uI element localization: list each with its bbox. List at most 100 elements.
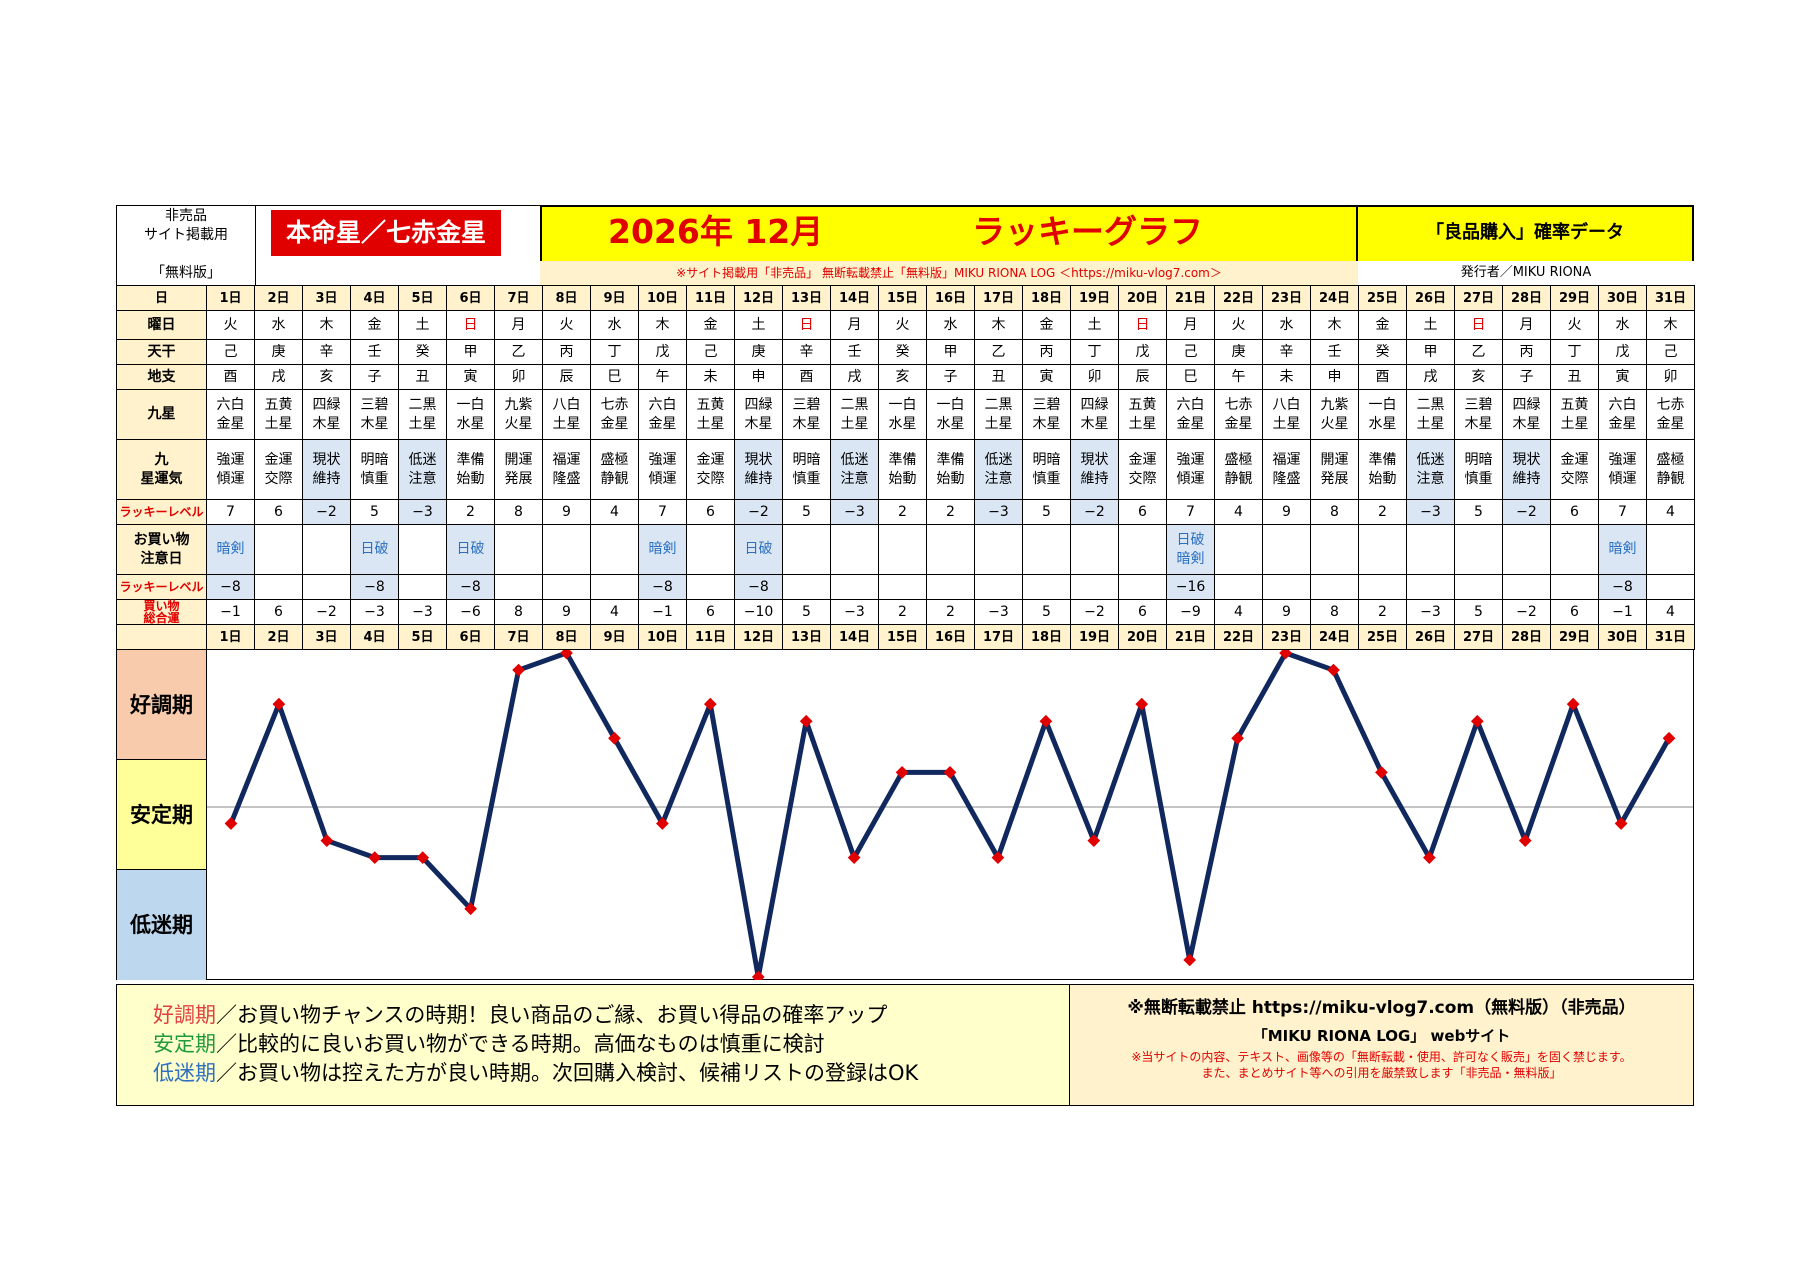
caution-cell (1262, 524, 1311, 575)
day2-cell: 3日 (302, 624, 351, 650)
weekday-cell: 火 (1550, 310, 1599, 340)
total-cell: −10 (734, 599, 783, 625)
level-cell: −3 (830, 499, 879, 525)
weekday-cell: 木 (302, 310, 351, 340)
level2-cell (1214, 574, 1263, 600)
level2-cell (1358, 574, 1407, 600)
weekday-cell: 火 (878, 310, 927, 340)
stem-cell: 己 (686, 339, 735, 365)
level2-cell (1502, 574, 1551, 600)
luck-cell: 低迷 注意 (1406, 439, 1455, 500)
row-day: 日 1日 2日 3日 4日 5日 6日 7日 8日 9日 10日 11日 12日 13日 14日 15日 16日… (116, 285, 1695, 311)
luck-cell: 開運 発展 (1310, 439, 1359, 500)
stem-cell: 甲 (446, 339, 495, 365)
day-cell: 26日 (1406, 285, 1455, 311)
stem-cell: 丙 (542, 339, 591, 365)
branch-cell: 戌 (1406, 364, 1455, 390)
series-line (228, 650, 1672, 980)
luck-cell: 現状 維持 (734, 439, 783, 500)
caution-cell (254, 524, 303, 575)
stem-cell: 辛 (1262, 339, 1311, 365)
row-ninestar: 九星 六白 金星 五黄 土星 四緑 木星 三碧 木星 二黒 土星 一白 水星 九紫 火星 八白 土星 七赤 金星 六白… (116, 389, 1695, 440)
day-cell: 12日 (734, 285, 783, 311)
level-cell: 6 (1550, 499, 1599, 525)
weekday-cell: 土 (1406, 310, 1455, 340)
level2-cell (974, 574, 1023, 600)
day-cell: 15日 (878, 285, 927, 311)
day2-cell: 4日 (350, 624, 399, 650)
stem-cell: 辛 (782, 339, 831, 365)
ninestar-cell: 一白 水星 (1358, 389, 1407, 440)
row-weekday: 曜日火水木金土日月火水木金土日月火水木金土日月火水木金土日月火水木 (116, 310, 1695, 340)
ninestar-cell: 一白 水星 (926, 389, 975, 440)
stem-cell: 戊 (638, 339, 687, 365)
row-label-day2 (116, 624, 207, 650)
ninestar-cell: 五黄 土星 (686, 389, 735, 440)
luck-cell: 盛極 静観 (1214, 439, 1263, 500)
caution-cell (1454, 524, 1503, 575)
level-cell: 7 (638, 499, 687, 525)
row-label-day: 日 (116, 285, 207, 311)
ninestar-cell: 二黒 土星 (398, 389, 447, 440)
data-point (512, 663, 525, 677)
weekday-cell: 日 (446, 310, 495, 340)
day2-cell: 14日 (830, 624, 879, 650)
level2-cell (398, 574, 447, 600)
total-cell: 2 (878, 599, 927, 625)
weekday-cell: 金 (1022, 310, 1071, 340)
luck-cell: 強運 傾運 (1598, 439, 1647, 500)
row-label-level2: ラッキーレベル (116, 574, 207, 600)
branch-cell: 未 (1262, 364, 1311, 390)
total-cell: −3 (398, 599, 447, 625)
level-cell: −2 (1502, 499, 1551, 525)
branch-cell: 寅 (446, 364, 495, 390)
ninestar-cell: 四緑 木星 (734, 389, 783, 440)
stem-cell: 甲 (1406, 339, 1455, 365)
stem-cell: 辛 (302, 339, 351, 365)
data-point (751, 970, 765, 980)
stem-cell: 壬 (350, 339, 399, 365)
header-note: 非売品 サイト掲載用 (116, 205, 256, 261)
level-cell: −3 (398, 499, 447, 525)
level-cell: 2 (446, 499, 495, 525)
copyright-line-3: ※当サイトの内容、テキスト、画像等の「無断転載・使用、許可なく販売」を固く禁じま… (1131, 1050, 1632, 1064)
total-cell: −9 (1166, 599, 1215, 625)
level2-cell (1550, 574, 1599, 600)
day-cell: 21日 (1166, 285, 1215, 311)
footer: 好調期／お買い物チャンスの時期！良い商品のご縁、お買い得品の確率アップ 安定期／… (116, 984, 1694, 1106)
legend-low-label: 低迷期 (153, 1061, 216, 1085)
ninestar-cell: 四緑 木星 (302, 389, 351, 440)
level-cell: 7 (1166, 499, 1215, 525)
day-cell: 18日 (1022, 285, 1071, 311)
level2-cell (878, 574, 927, 600)
row-day2: 1日 2日 3日 4日 5日 6日 7日 8日 9日 10日 11日 12日 13日 14日 15日 16日 1… (116, 624, 1695, 650)
row-label-level: ラッキーレベル (116, 499, 207, 525)
day-cell: 24日 (1310, 285, 1359, 311)
data-point (1183, 953, 1197, 967)
weekday-cell: 水 (1598, 310, 1647, 340)
weekday-cell: 日 (782, 310, 831, 340)
ninestar-cell: 五黄 土星 (1550, 389, 1599, 440)
caution-cell (1310, 524, 1359, 575)
branch-cell: 午 (638, 364, 687, 390)
note-line-2: サイト掲載用 (144, 227, 228, 243)
luck-cell: 金運 交際 (686, 439, 735, 500)
weekday-cell: 金 (1358, 310, 1407, 340)
weekday-cell: 水 (590, 310, 639, 340)
total-cell: 2 (926, 599, 975, 625)
weekday-cell: 水 (1262, 310, 1311, 340)
level2-cell (302, 574, 351, 600)
stem-cell: 壬 (830, 339, 879, 365)
legend-stable-text: ／比較的に良いお買い物ができる時期。高価なものは慎重に検討 (216, 1032, 825, 1056)
caution-cell (1070, 524, 1119, 575)
copyright-box: ※無断転載禁止 https://miku-vlog7.com（無料版）（非売品）… (1070, 984, 1694, 1106)
total-cell: 5 (782, 599, 831, 625)
weekday-cell: 木 (638, 310, 687, 340)
branch-cell: 未 (686, 364, 735, 390)
level2-cell (1022, 574, 1071, 600)
luck-cell: 現状 維持 (1070, 439, 1119, 500)
day2-cell: 10日 (638, 624, 687, 650)
total-cell: −3 (830, 599, 879, 625)
ninestar-cell: 二黒 土星 (974, 389, 1023, 440)
luck-cell: 明暗 慎重 (1022, 439, 1071, 500)
